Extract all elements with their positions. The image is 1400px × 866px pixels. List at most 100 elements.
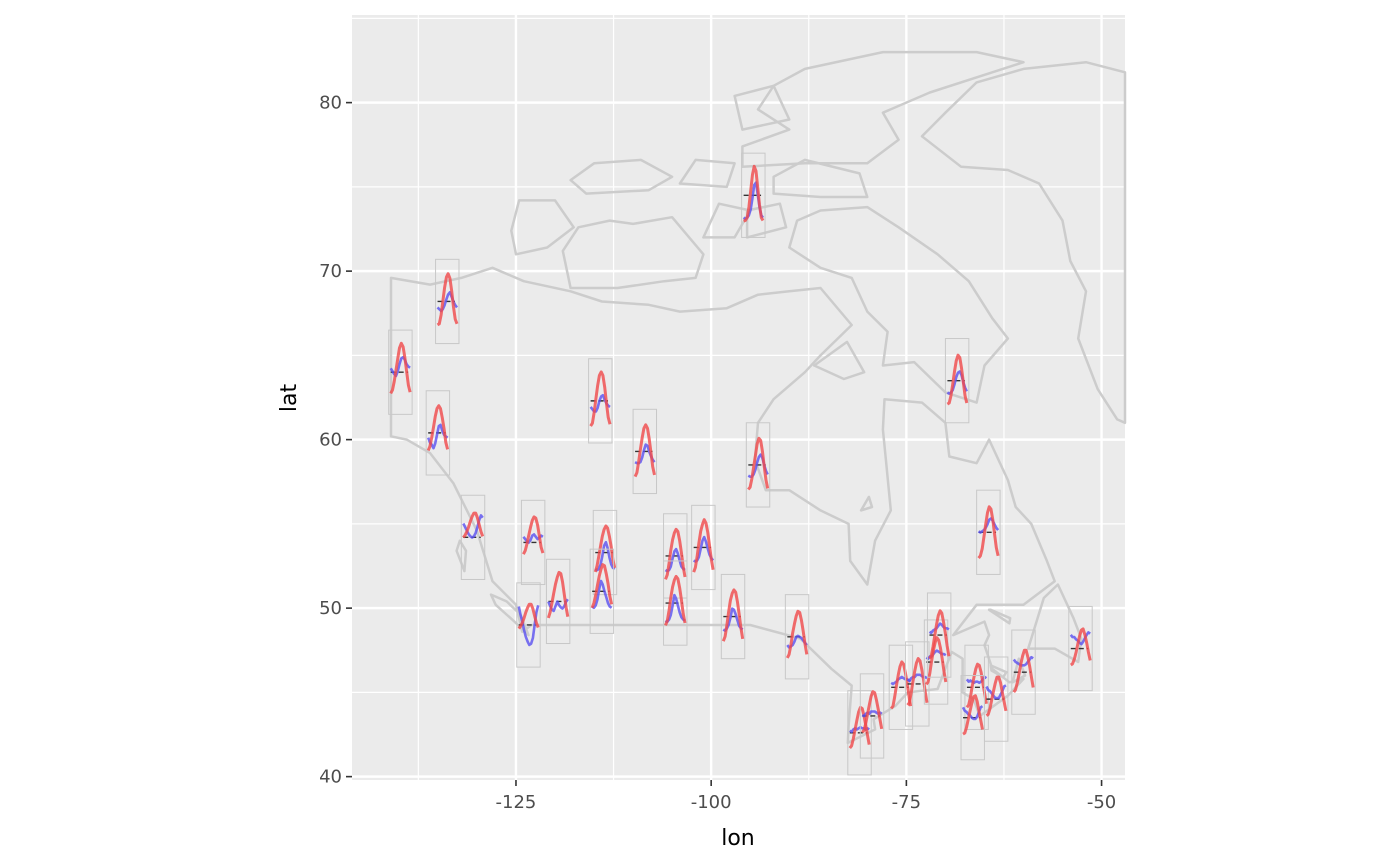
glyph-box (983, 656, 1009, 742)
series-line-temperature (462, 511, 485, 539)
station-glyph (589, 548, 615, 634)
glyph-box (516, 582, 541, 668)
glyph-box (632, 408, 658, 495)
series-line-temperature (743, 164, 765, 223)
station-glyph (905, 641, 930, 727)
series-line-temperature (965, 662, 988, 709)
station-glyph (784, 594, 810, 680)
y-axis-title: lat (277, 384, 302, 413)
series-line-temperature (977, 505, 1000, 560)
series-line-temperature (747, 436, 770, 491)
glyph-box (741, 152, 766, 238)
series-line-temperature (517, 602, 540, 630)
glyph-box (435, 258, 460, 345)
glyph-box (944, 338, 970, 424)
map-outline-path (455, 539, 468, 573)
series-line-temperature (962, 694, 984, 736)
series-line-temperature (692, 518, 715, 573)
map-outline-path (987, 608, 1012, 625)
glyph-box (964, 644, 989, 730)
y-tick-label: 40 (319, 767, 342, 788)
map-outline-path (510, 199, 575, 256)
series-line-temperature (589, 370, 612, 427)
y-axis: 40 50 60 70 80 (319, 93, 352, 788)
station-glyph (1011, 629, 1036, 715)
map-outline-path (920, 60, 1127, 425)
grid-lines (352, 15, 1125, 780)
series-line-temperature (785, 609, 809, 659)
glyph-box (1068, 605, 1093, 692)
map-outline-path (772, 158, 869, 199)
map-outline-path (1026, 583, 1083, 664)
station-glyph (976, 489, 1001, 575)
x-tick-label: -100 (691, 792, 732, 813)
glyph-box (847, 690, 872, 776)
glyph-box (388, 329, 413, 415)
glyph-box (663, 560, 688, 646)
station-glyph (663, 560, 688, 646)
station-glyph (983, 656, 1009, 742)
glyph-box (589, 548, 615, 634)
series-line-temperature (522, 515, 545, 555)
map-outline-path (812, 340, 866, 381)
series-line-temperature (928, 609, 951, 660)
series-line-temperature (721, 588, 745, 642)
glyph-box (745, 422, 771, 508)
glyph-box (720, 573, 746, 660)
series-line-temperature (664, 527, 687, 580)
series-line-temperature (890, 660, 913, 710)
x-tick-label: -75 (892, 792, 921, 813)
map-outline-path (389, 266, 1056, 745)
y-tick-label: 50 (319, 598, 342, 619)
series-line-temperature (925, 636, 948, 686)
series-line-temperature (633, 423, 656, 478)
station-glyph (460, 494, 486, 580)
glyph-box (905, 641, 930, 727)
station-glyph (944, 338, 970, 424)
panel-background (352, 15, 1125, 780)
series-line-temperature (1069, 627, 1092, 667)
station-glyph (741, 152, 766, 238)
map-outline-path (561, 215, 705, 290)
station-glyph (964, 644, 989, 730)
glyph-box (1011, 629, 1036, 715)
station-glyph (388, 329, 413, 415)
station-glyph (588, 358, 613, 444)
series-line-precipitation (591, 579, 613, 610)
station-glyph (691, 504, 716, 591)
station-glyph (720, 573, 746, 660)
series-line-temperature (906, 657, 929, 707)
station-glyph (516, 582, 541, 668)
y-tick-label: 70 (319, 261, 342, 282)
x-axis: -125 -100 -75 -50 (496, 780, 1116, 813)
series-line-temperature (546, 570, 570, 619)
series-line-precipitation (1069, 631, 1091, 646)
series-line-temperature (590, 563, 614, 609)
glyph-box (425, 390, 451, 476)
series-line-temperature (664, 574, 687, 626)
map-outline-path (788, 205, 1010, 404)
glyph-box (976, 489, 1001, 575)
map-outline-path (569, 158, 674, 195)
series-line-temperature (1012, 648, 1035, 693)
station-glyph (435, 258, 460, 345)
glyph-box (691, 504, 716, 591)
series-line-temperature (436, 272, 459, 327)
station-glyph (520, 499, 546, 586)
map-outline-path (678, 158, 736, 189)
glyph-box (545, 558, 571, 645)
glyph-box (588, 358, 613, 444)
station-glyph (1068, 605, 1093, 692)
series-line-precipitation (594, 540, 616, 572)
glyph-box (460, 494, 486, 580)
series-line-precipitation (1012, 655, 1034, 667)
glyph-box (520, 499, 546, 586)
y-tick-label: 60 (319, 430, 342, 451)
y-tick-label: 80 (319, 93, 342, 114)
station-glyph (632, 408, 658, 495)
station-glyph (545, 558, 571, 645)
map-outline-path (859, 495, 874, 512)
glyph-box (926, 592, 952, 678)
map-outline-path (989, 664, 1008, 679)
x-axis-title: lon (721, 826, 755, 851)
